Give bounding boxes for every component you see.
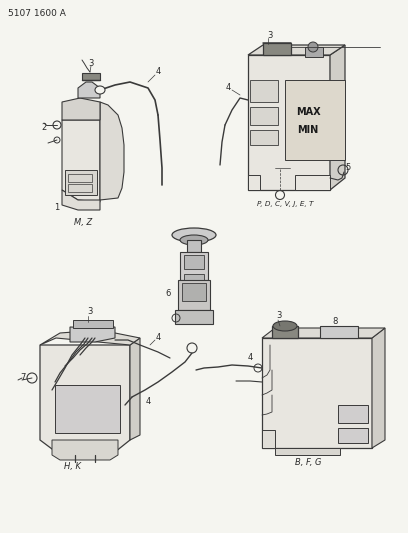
Bar	[65, 170, 97, 195]
Bar	[68, 174, 92, 182]
Text: 1: 1	[54, 204, 60, 213]
Ellipse shape	[172, 228, 216, 242]
Bar	[262, 338, 372, 448]
Polygon shape	[100, 102, 124, 200]
Text: 3: 3	[267, 30, 273, 39]
Text: 3: 3	[276, 311, 282, 320]
Bar	[175, 310, 213, 324]
Polygon shape	[78, 82, 100, 98]
Polygon shape	[372, 328, 385, 448]
Polygon shape	[330, 45, 345, 190]
Bar	[250, 130, 278, 145]
Text: B, F, G: B, F, G	[295, 457, 321, 466]
Polygon shape	[262, 430, 275, 448]
Text: 3: 3	[87, 308, 93, 317]
Bar	[178, 280, 210, 310]
Text: 5: 5	[346, 164, 350, 173]
Polygon shape	[295, 175, 330, 190]
Text: 4: 4	[155, 68, 161, 77]
Bar	[250, 107, 278, 125]
Text: MAX: MAX	[296, 107, 320, 117]
Bar	[180, 252, 208, 280]
Text: 5107 1600 A: 5107 1600 A	[8, 10, 66, 19]
Polygon shape	[275, 448, 340, 455]
Ellipse shape	[273, 321, 297, 331]
Text: 4: 4	[145, 398, 151, 407]
Polygon shape	[40, 330, 140, 345]
Bar	[182, 283, 206, 301]
Bar	[250, 80, 278, 102]
Bar	[338, 405, 368, 423]
Text: MIN: MIN	[297, 125, 319, 135]
Polygon shape	[62, 120, 100, 202]
Ellipse shape	[95, 86, 105, 94]
Bar	[187, 240, 201, 252]
Text: 4: 4	[247, 353, 253, 362]
Text: 8: 8	[332, 318, 338, 327]
Text: 4: 4	[225, 83, 231, 92]
Polygon shape	[82, 73, 100, 80]
Bar	[272, 326, 298, 338]
Ellipse shape	[180, 235, 208, 245]
Text: 3: 3	[88, 59, 94, 68]
Text: 6: 6	[165, 288, 171, 297]
Bar	[73, 320, 113, 328]
Polygon shape	[248, 175, 260, 190]
Polygon shape	[130, 338, 140, 440]
Polygon shape	[40, 345, 130, 452]
Bar	[320, 326, 358, 338]
Bar	[68, 184, 92, 192]
Text: M, Z: M, Z	[74, 217, 92, 227]
Polygon shape	[70, 327, 115, 342]
Polygon shape	[248, 45, 345, 55]
Text: 7: 7	[20, 374, 26, 383]
Bar	[305, 47, 323, 57]
Bar	[55, 385, 120, 433]
Polygon shape	[262, 328, 385, 338]
Ellipse shape	[308, 42, 318, 52]
Bar	[263, 43, 291, 55]
Polygon shape	[62, 98, 100, 120]
Bar	[248, 55, 330, 190]
Text: 2: 2	[41, 123, 47, 132]
Bar	[184, 274, 204, 283]
Text: H, K: H, K	[64, 462, 80, 471]
Text: P, D, C, V, J, E, T: P, D, C, V, J, E, T	[257, 201, 313, 207]
Polygon shape	[62, 190, 100, 210]
Text: 4: 4	[155, 333, 161, 342]
Bar	[184, 255, 204, 269]
Polygon shape	[52, 440, 118, 460]
Bar	[338, 428, 368, 443]
Bar	[285, 80, 345, 160]
